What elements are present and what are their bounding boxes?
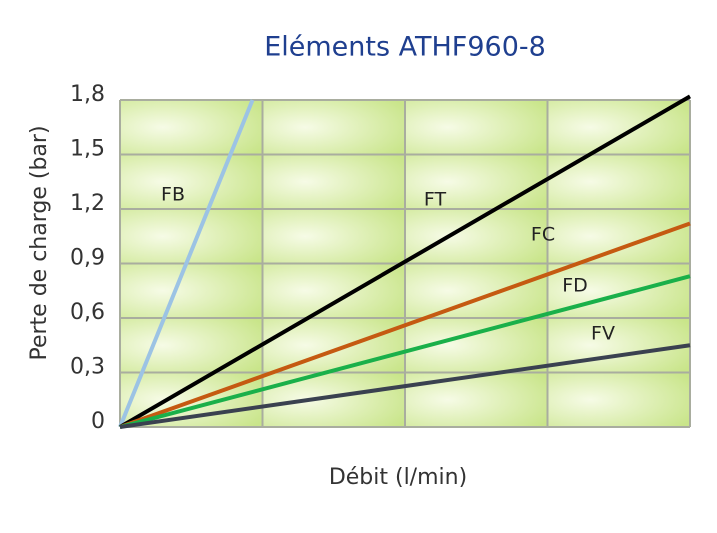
series-label: FC — [531, 224, 555, 246]
plot-cell — [405, 100, 548, 155]
plot-cell — [120, 318, 263, 373]
series-label: FT — [424, 189, 447, 211]
y-tick-label: 0,3 — [70, 355, 105, 380]
plot-cell — [262, 209, 405, 264]
plot-background — [120, 100, 690, 427]
series-label: FB — [161, 184, 185, 206]
chart-title: Eléments ATHF960-8 — [264, 32, 546, 63]
y-tick-label: 1,8 — [70, 82, 105, 107]
plot-cell — [405, 154, 548, 209]
series-line — [118, 99, 255, 428]
series-line — [119, 274, 691, 429]
plot-cell — [405, 372, 548, 427]
plot-cell — [405, 209, 548, 264]
series-label: FD — [562, 275, 588, 297]
plot-cell — [262, 154, 405, 209]
y-tick-label: 0,6 — [70, 300, 105, 325]
plot-cell — [120, 263, 263, 318]
y-tick-label: 0,9 — [70, 246, 105, 271]
series-line — [119, 221, 691, 429]
series-line — [118, 94, 692, 429]
y-tick-label: 0 — [91, 409, 105, 434]
x-axis-label: Débit (l/min) — [329, 465, 467, 490]
plot-cell — [547, 372, 690, 427]
plot-cell — [120, 100, 263, 155]
plot-cell — [262, 372, 405, 427]
y-tick-label: 1,2 — [70, 191, 105, 216]
plot-cell — [547, 209, 690, 264]
plot-cell — [120, 154, 263, 209]
plot-cell — [405, 263, 548, 318]
plot-cell — [262, 318, 405, 373]
series-label: FV — [591, 323, 615, 345]
series-line — [119, 343, 691, 429]
y-tick-label: 1,5 — [70, 137, 105, 162]
plot-cell — [262, 100, 405, 155]
plot-cell — [547, 154, 690, 209]
plot-cell — [262, 263, 405, 318]
y-axis-label: Perte de charge (bar) — [27, 125, 52, 360]
